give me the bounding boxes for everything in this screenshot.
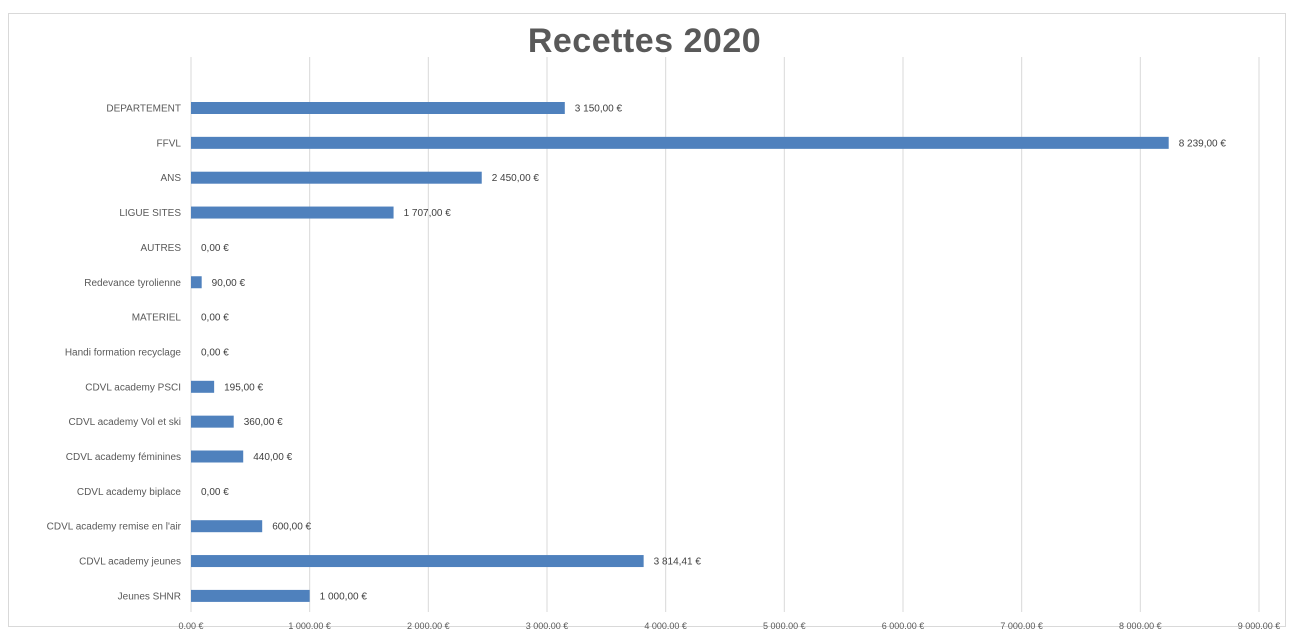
bar bbox=[191, 415, 234, 428]
value-label: 440,00 € bbox=[253, 452, 292, 463]
x-tick-label: 3 000.00 € bbox=[526, 621, 569, 630]
x-tick-label: 9 000.00 € bbox=[1238, 621, 1281, 630]
bar bbox=[191, 589, 310, 602]
bar bbox=[191, 555, 644, 568]
x-tick-label: 7 000.00 € bbox=[1000, 621, 1043, 630]
bars-group bbox=[191, 102, 1169, 602]
category-label: CDVL academy féminines bbox=[66, 452, 181, 463]
value-label: 2 450,00 € bbox=[492, 173, 540, 184]
x-axis-tick-labels: 0.00 € 1 000.00 € 2 000.00 € 3 000.00 € 4 00… bbox=[178, 621, 1280, 630]
bar bbox=[191, 520, 263, 533]
bar bbox=[191, 206, 394, 219]
value-label: 360,00 € bbox=[244, 417, 283, 428]
value-labels: 3 150,00 € 8 239,00 € 2 450,00 € 1 707,00 €… bbox=[201, 104, 1226, 603]
category-label: Jeunes SHNR bbox=[118, 591, 181, 602]
x-tick-label: 5 000.00 € bbox=[763, 621, 806, 630]
category-label: AUTRES bbox=[140, 243, 181, 254]
value-label: 90,00 € bbox=[212, 278, 246, 289]
category-label: CDVL academy jeunes bbox=[79, 557, 181, 568]
value-label: 0,00 € bbox=[201, 487, 229, 498]
category-label: MATERIEL bbox=[132, 313, 182, 324]
x-tick-label: 4 000.00 € bbox=[644, 621, 687, 630]
bar bbox=[191, 171, 482, 184]
gridlines bbox=[190, 57, 1260, 612]
category-label: CDVL academy remise en l'air bbox=[47, 522, 182, 533]
category-label: ANS bbox=[160, 173, 181, 184]
category-label: Handi formation recyclage bbox=[65, 347, 182, 358]
category-label: FFVL bbox=[157, 138, 182, 149]
x-tick-label: 0.00 € bbox=[178, 621, 203, 630]
x-tick-label: 6 000.00 € bbox=[882, 621, 925, 630]
value-label: 0,00 € bbox=[201, 243, 229, 254]
value-label: 1 000,00 € bbox=[320, 591, 368, 602]
bar bbox=[191, 136, 1169, 149]
bar bbox=[191, 276, 202, 289]
bar bbox=[191, 380, 215, 393]
value-label: 600,00 € bbox=[272, 522, 311, 533]
value-label: 3 814,41 € bbox=[654, 557, 702, 568]
x-tick-label: 2 000.00 € bbox=[407, 621, 450, 630]
value-label: 3 150,00 € bbox=[575, 104, 623, 115]
category-label: CDVL academy PSCI bbox=[85, 382, 181, 393]
bar bbox=[191, 102, 565, 114]
category-label: CDVL academy Vol et ski bbox=[69, 417, 181, 428]
value-label: 0,00 € bbox=[201, 313, 229, 324]
category-label: LIGUE SITES bbox=[119, 208, 181, 219]
category-label: CDVL academy biplace bbox=[77, 487, 182, 498]
value-label: 0,00 € bbox=[201, 347, 229, 358]
x-tick-label: 1 000.00 € bbox=[288, 621, 331, 630]
category-label: Redevance tyrolienne bbox=[84, 278, 181, 289]
value-label: 195,00 € bbox=[224, 382, 263, 393]
category-labels: DEPARTEMENT FFVL ANS LIGUE SITES AUTRES Redev… bbox=[47, 104, 182, 603]
bar bbox=[191, 450, 244, 463]
x-tick-label: 8 000.00 € bbox=[1119, 621, 1162, 630]
value-label: 1 707,00 € bbox=[404, 208, 452, 219]
value-label: 8 239,00 € bbox=[1179, 138, 1227, 149]
chart-title: Recettes 2020 bbox=[527, 22, 762, 60]
category-label: DEPARTEMENT bbox=[106, 104, 181, 115]
